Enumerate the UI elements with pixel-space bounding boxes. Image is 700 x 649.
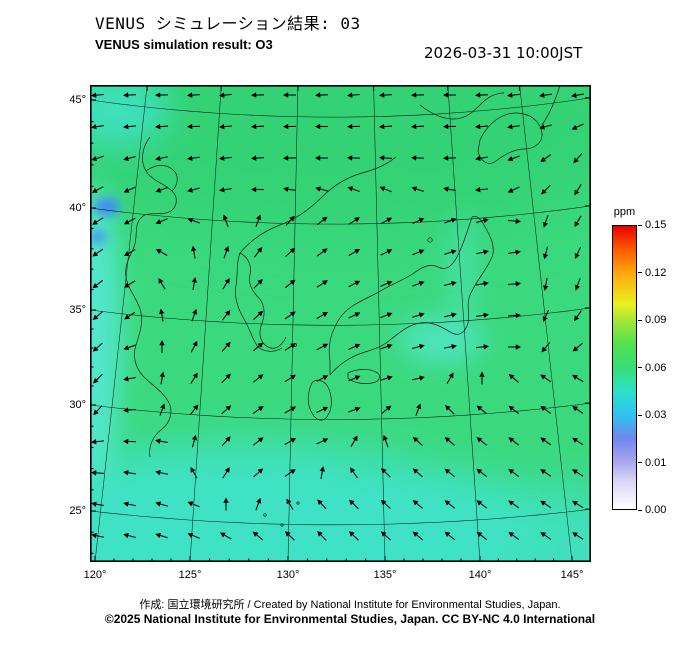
colorbar bbox=[612, 225, 637, 510]
lon-tick-label: 125° bbox=[178, 569, 202, 581]
lat-tick-label: 40° bbox=[69, 202, 86, 214]
credit-line: 作成: 国立環境研究所 / Created by National Instit… bbox=[139, 599, 561, 611]
page-title-japanese: VENUS シミュレーション結果: 03 bbox=[95, 14, 361, 33]
lat-tick-label: 45° bbox=[69, 94, 86, 106]
lon-tick-label: 145° bbox=[560, 569, 584, 581]
colorbar-tick bbox=[638, 319, 642, 321]
colorbar-tick bbox=[638, 414, 642, 416]
lon-tick-label: 120° bbox=[83, 569, 107, 581]
colorbar-tick-label: 0.01 bbox=[645, 456, 667, 469]
colorbar-tick-label: 0.03 bbox=[645, 409, 667, 421]
lat-tick-label: 30° bbox=[69, 399, 86, 411]
colorbar-tick-label: 0.15 bbox=[645, 219, 667, 231]
colorbar-tick-label: 0.06 bbox=[645, 361, 667, 374]
license-line: ©2025 National Institute for Environment… bbox=[104, 612, 596, 626]
colorbar-tick-label: 0.09 bbox=[645, 314, 667, 326]
colorbar-tick bbox=[638, 509, 642, 511]
colorbar-tick bbox=[638, 224, 642, 226]
lat-tick-label: 25° bbox=[69, 505, 86, 517]
lon-tick-label: 135° bbox=[373, 569, 397, 581]
simulation-map bbox=[90, 85, 591, 562]
page-title-english: VENUS simulation result: O3 bbox=[95, 37, 273, 52]
lon-tick-label: 140° bbox=[468, 569, 492, 581]
colorbar-tick bbox=[638, 272, 642, 273]
colorbar-tick-label: 0.00 bbox=[645, 504, 667, 516]
colorbar-tick bbox=[638, 462, 642, 463]
colorbar-tick-label: 0.12 bbox=[645, 266, 667, 279]
timestamp-label: 2026-03-31 10:00JST bbox=[424, 44, 583, 62]
colorbar-unit-label: ppm bbox=[613, 206, 636, 218]
lon-tick-label: 130° bbox=[276, 569, 300, 581]
lat-tick-label: 35° bbox=[69, 304, 86, 316]
colorbar-tick bbox=[638, 367, 642, 368]
